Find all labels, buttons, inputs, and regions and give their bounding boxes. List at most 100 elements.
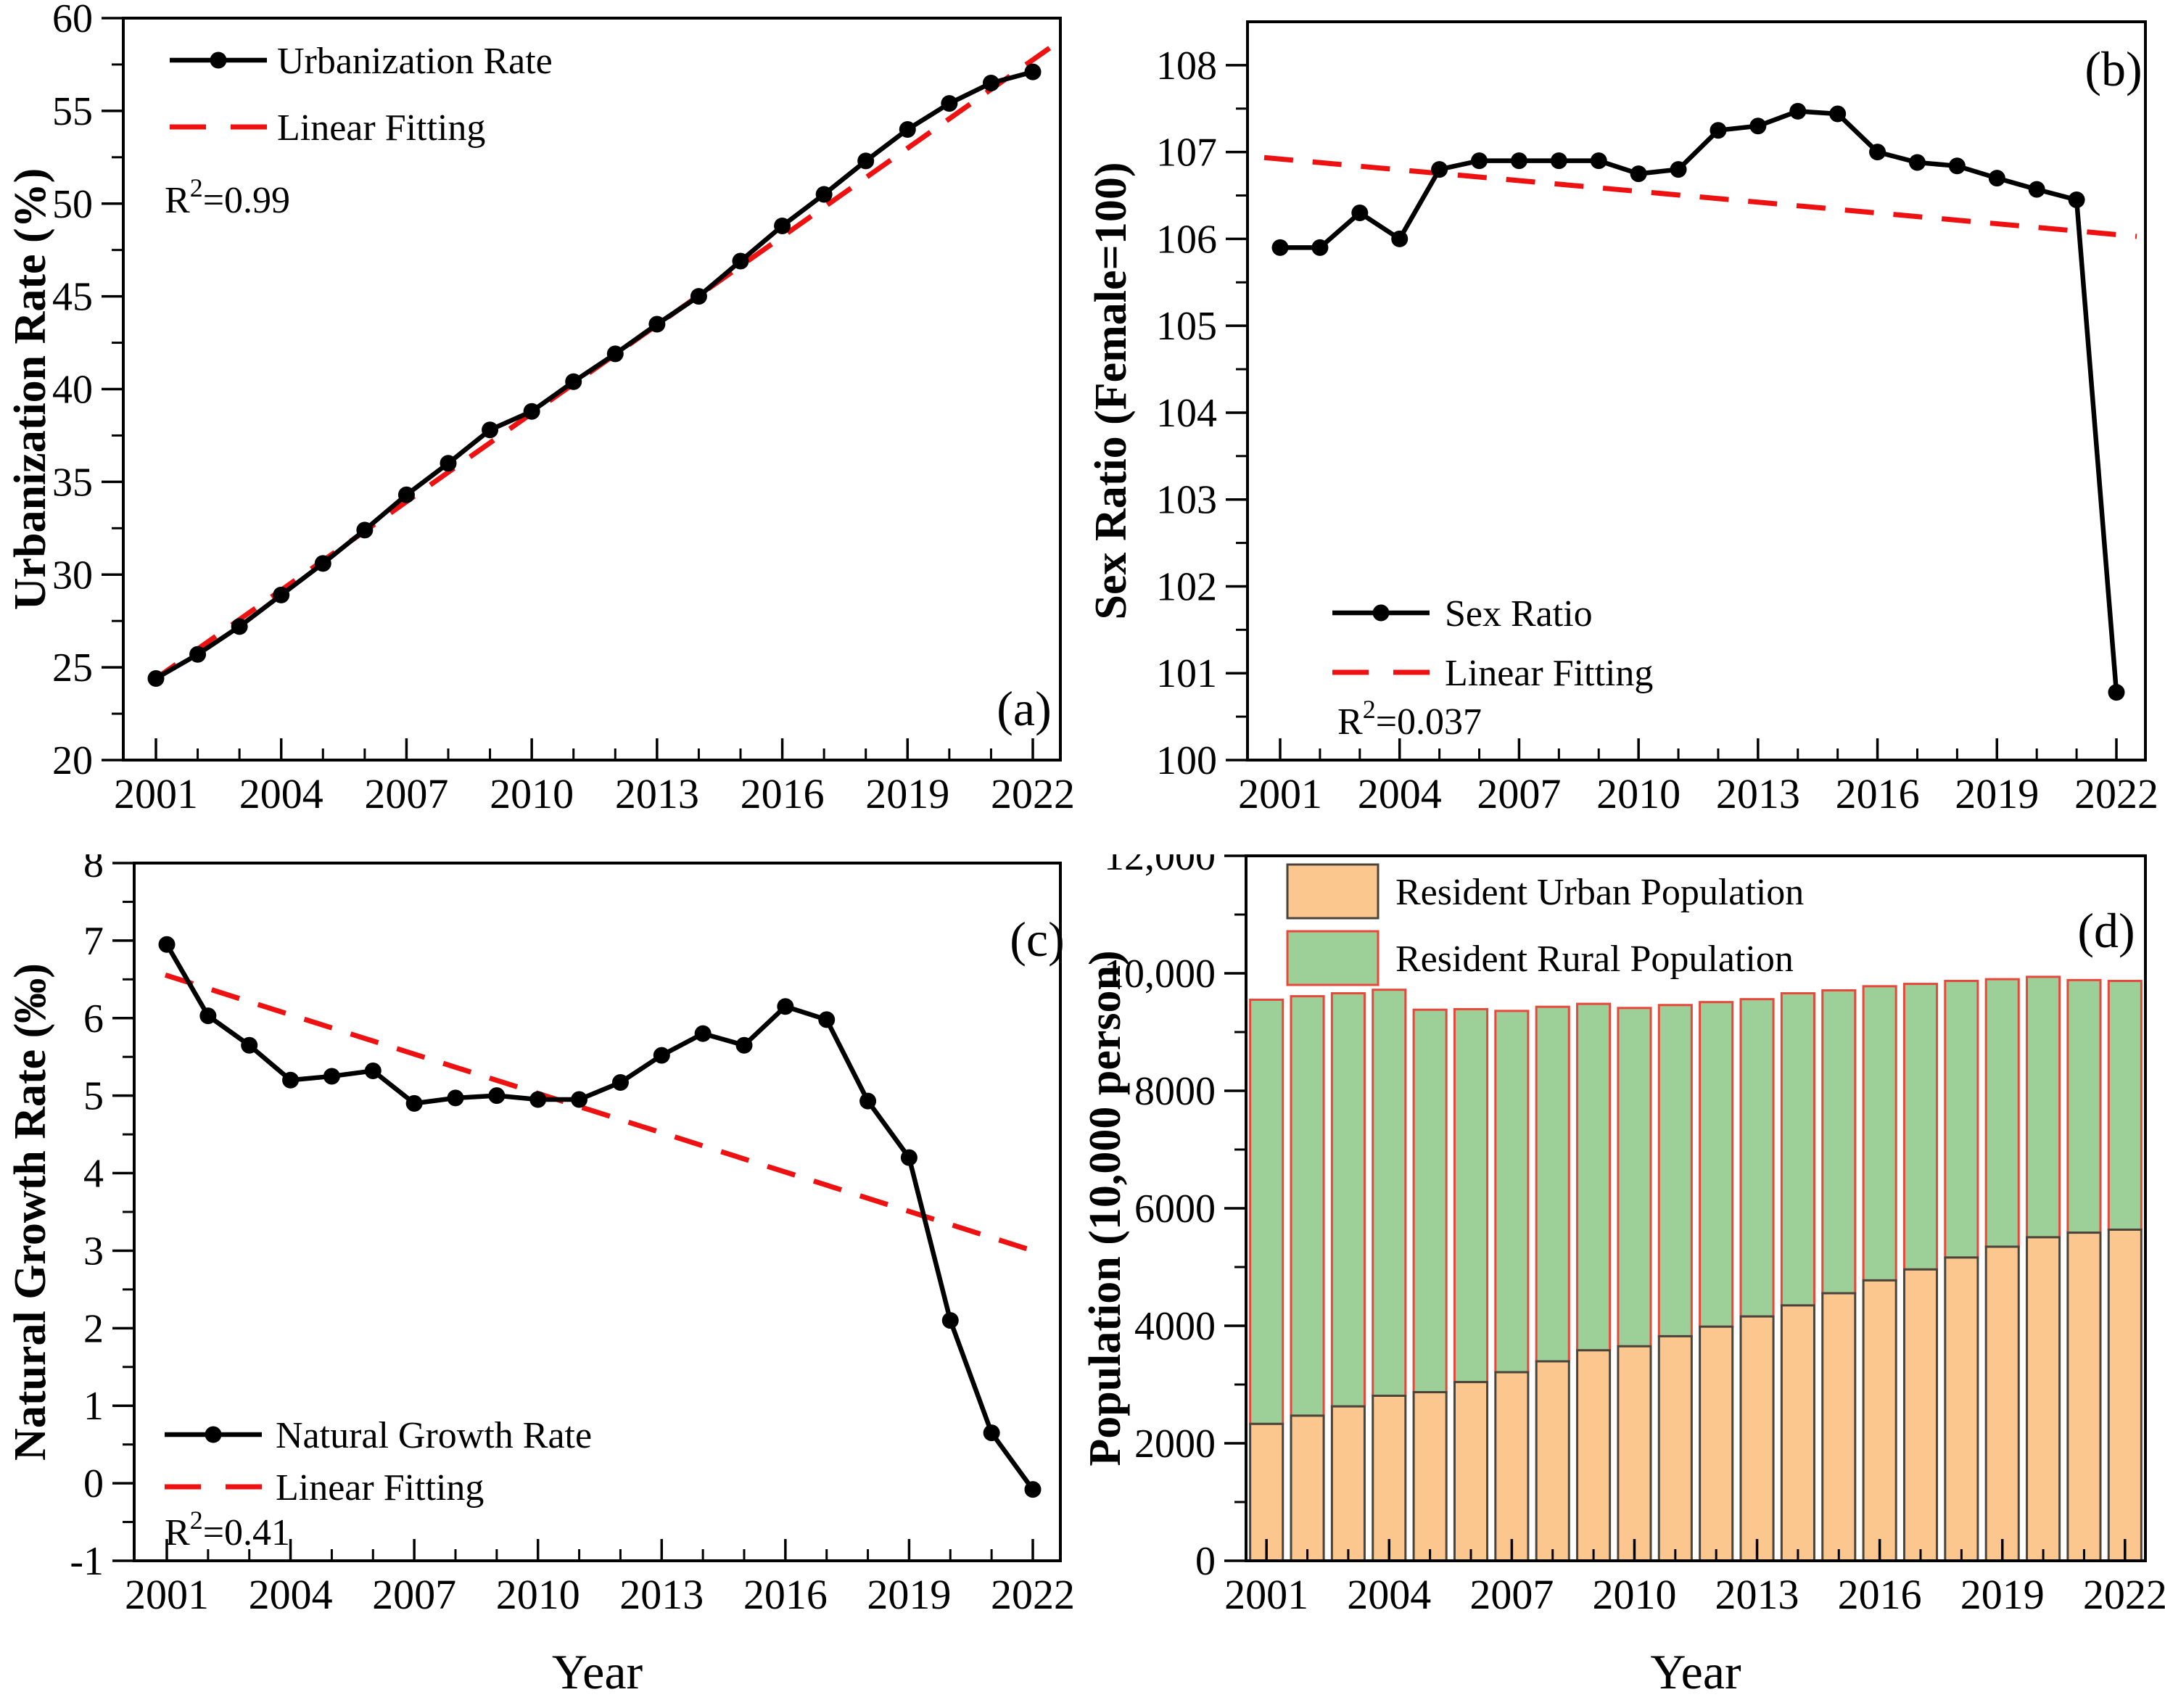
x-tick-label: 2001 <box>125 1571 209 1618</box>
x-tick-label: 2016 <box>741 770 825 817</box>
data-point <box>1024 63 1042 81</box>
data-point <box>1988 170 2005 187</box>
linear-fit-line <box>164 973 1039 1255</box>
x-tick-label: 2016 <box>1838 1571 1922 1618</box>
urban-population-bar <box>1902 1268 1939 1562</box>
data-point <box>1024 1481 1042 1498</box>
y-tick-label: 2 <box>83 1306 104 1351</box>
data-markers <box>1271 102 2125 701</box>
rural-population-bar <box>1902 983 1939 1271</box>
x-tick-label: 2004 <box>1358 770 1442 817</box>
data-point <box>900 1149 917 1166</box>
legend-label: Sex Ratio <box>1445 593 1593 635</box>
data-point <box>982 75 999 92</box>
x-axis: 2001 2004 2007 2010 2013 2016 2019 2022 <box>125 1539 1075 1618</box>
data-point <box>189 645 207 663</box>
data-point <box>732 252 749 270</box>
y-tick-label: 10,000 <box>1104 952 1216 997</box>
data-point <box>1948 157 1966 175</box>
data-point <box>323 1068 340 1085</box>
x-tick-label: 2010 <box>490 770 574 817</box>
urban-population-bar <box>1290 1414 1325 1562</box>
data-point <box>523 403 540 420</box>
data-point <box>1550 152 1567 170</box>
panel-label: (c) <box>1010 912 1064 967</box>
y-tick-label: 20 <box>52 738 93 783</box>
data-point <box>899 120 916 138</box>
linear-fit-line <box>1263 154 2137 239</box>
data-point <box>983 1424 1000 1442</box>
panel-label: (d) <box>2077 903 2135 958</box>
legend-marker-swatch <box>210 51 227 69</box>
y-tick-label: 107 <box>1156 131 1217 176</box>
rural-population-bar <box>2107 980 2143 1231</box>
data-point <box>653 1047 670 1064</box>
data-point <box>147 669 165 687</box>
data-point <box>405 1094 423 1112</box>
y-tick-label: 8 <box>83 854 104 886</box>
data-point <box>1710 122 1727 139</box>
x-tick-label: 2016 <box>743 1571 828 1618</box>
data-point <box>273 586 290 603</box>
data-point <box>1431 161 1448 178</box>
data-point <box>648 315 666 333</box>
x-tick-label: 2022 <box>2074 770 2158 817</box>
rural-population-bar <box>1617 1007 1652 1348</box>
data-point <box>690 288 707 305</box>
x-tick-label: 2010 <box>496 1571 580 1618</box>
y-tick-label: 8000 <box>1134 1069 1216 1114</box>
data-line <box>1280 109 2119 693</box>
y-axis: -1 0 1 2 3 4 5 6 7 8 <box>70 854 134 1584</box>
y-axis: 20 25 30 35 40 45 50 55 60 <box>52 0 123 783</box>
data-point <box>314 555 331 572</box>
r-squared-label: R2=0.99 <box>165 173 290 221</box>
data-point <box>2028 181 2045 198</box>
data-point <box>1908 154 1926 171</box>
data-point <box>488 1087 506 1105</box>
y-tick-label: 108 <box>1156 44 1217 88</box>
data-point <box>447 1089 464 1107</box>
data-line <box>154 70 1034 681</box>
data-point <box>1829 105 1847 123</box>
r-squared-label: R2=0.037 <box>1337 695 1482 743</box>
legend: Resident Urban Population Resident Rural … <box>1286 863 1804 986</box>
rural-population-bar <box>1453 1007 1489 1384</box>
data-markers <box>147 63 1042 687</box>
urban-population-bar <box>2066 1232 2102 1562</box>
urban-population-bar <box>1657 1334 1693 1562</box>
rural-population-bar <box>2026 975 2061 1239</box>
rural-population-bar <box>1739 998 1775 1318</box>
data-point <box>606 345 624 363</box>
y-tick-label: 4 <box>83 1152 104 1197</box>
legend-label: Resident Rural Population <box>1395 938 1794 980</box>
data-point <box>818 1011 836 1028</box>
rural-population-bar <box>1944 980 1979 1259</box>
legend-label: Urbanization Rate <box>277 41 553 82</box>
rural-population-bar <box>1576 1002 1612 1352</box>
urban-population-bar <box>1494 1371 1530 1562</box>
legend-label: Linear Fitting <box>276 1467 484 1509</box>
data-point <box>1869 144 1886 161</box>
y-tick-label: 55 <box>52 89 93 134</box>
data-point <box>2068 191 2085 209</box>
x-tick-label: 2013 <box>1715 1571 1799 1618</box>
urban-population-bar <box>1453 1381 1489 1562</box>
urban-population-bar <box>2107 1228 2143 1562</box>
urban-population-bar <box>1412 1391 1448 1562</box>
legend-label: Linear Fitting <box>277 107 485 149</box>
x-tick-label: 2001 <box>1238 770 1322 817</box>
data-point <box>859 1092 877 1110</box>
x-axis: 2001 2004 2007 2010 2013 2016 2019 2022 <box>1238 738 2158 817</box>
y-axis: 0 2000 4000 6000 8000 10,000 12,000 <box>1104 854 1246 1584</box>
data-point <box>694 1025 712 1042</box>
urban-population-bar <box>1780 1304 1815 1562</box>
y-axis-title: Natural Growth Rate (‰) <box>6 963 55 1461</box>
legend-label: Linear Fitting <box>1445 653 1653 694</box>
legend-rect-swatch <box>1286 930 1380 986</box>
r-squared-label: R2=0.41 <box>165 1506 290 1554</box>
x-tick-label: 2022 <box>991 1571 1075 1618</box>
x-tick-label: 2007 <box>372 1571 456 1618</box>
